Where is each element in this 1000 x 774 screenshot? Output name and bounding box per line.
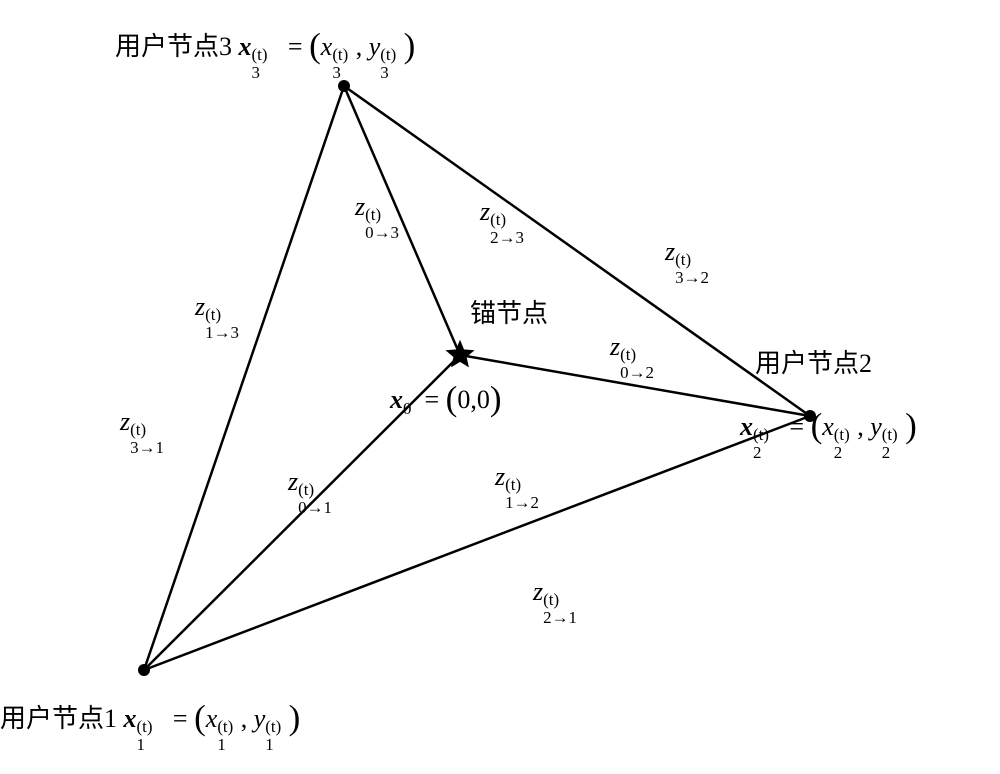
z12-label: z1→2(t) xyxy=(495,463,562,492)
anchor-eq: x0 = (0,0) xyxy=(390,378,502,419)
node3-label: 用户节点3 x3(t) = (x3(t), y3(t)) xyxy=(115,25,415,64)
node2-title: 用户节点2 xyxy=(755,350,872,379)
node3-label-cn: 用户节点3 xyxy=(115,32,239,61)
node1-label: 用户节点1 x1(t) = (x1(t), y1(t)) xyxy=(0,697,300,736)
z03-label: z0→3(t) xyxy=(355,193,422,222)
anchor-title: 锚节点 xyxy=(470,300,548,329)
diagram-root: { "canvas": { "w": 1000, "h": 774, "bg":… xyxy=(0,0,1000,774)
z01-label: z0→1(t) xyxy=(288,468,355,497)
z21-label: z2→1(t) xyxy=(533,578,600,607)
z23-label: z2→3(t) xyxy=(480,198,547,227)
z13-label: z1→3(t) xyxy=(195,293,262,322)
z02-label: z0→2(t) xyxy=(610,333,677,362)
z32-label: z3→2(t) xyxy=(665,238,732,267)
node2-eq: x2(t) = (x2(t), y2(t)) xyxy=(740,405,917,444)
z31-label: z3→1(t) xyxy=(120,408,187,437)
